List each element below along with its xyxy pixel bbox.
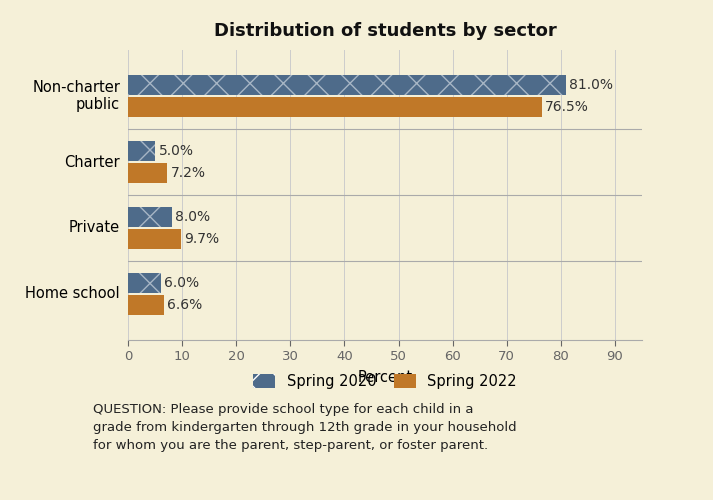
- Bar: [128, 273, 160, 292]
- Bar: [128, 98, 542, 117]
- Bar: [128, 75, 566, 95]
- Bar: [128, 273, 160, 292]
- Bar: [128, 141, 155, 161]
- X-axis label: Percent: Percent: [357, 370, 413, 386]
- Bar: [128, 207, 172, 227]
- Legend: Spring 2020, Spring 2022: Spring 2020, Spring 2022: [249, 370, 521, 394]
- Text: 76.5%: 76.5%: [545, 100, 589, 114]
- Text: 5.0%: 5.0%: [158, 144, 194, 158]
- Bar: [128, 230, 181, 249]
- Bar: [128, 141, 155, 161]
- Bar: [128, 295, 164, 315]
- Text: 81.0%: 81.0%: [569, 78, 613, 92]
- Text: QUESTION: Please provide school type for each child in a
grade from kindergarten: QUESTION: Please provide school type for…: [93, 402, 516, 452]
- Bar: [128, 75, 566, 95]
- Text: 6.0%: 6.0%: [164, 276, 199, 289]
- Title: Distribution of students by sector: Distribution of students by sector: [214, 22, 556, 40]
- Bar: [128, 207, 172, 227]
- Bar: [128, 164, 168, 183]
- Text: 9.7%: 9.7%: [184, 232, 219, 246]
- Text: 7.2%: 7.2%: [170, 166, 205, 180]
- Text: 6.6%: 6.6%: [168, 298, 202, 312]
- Text: 8.0%: 8.0%: [175, 210, 210, 224]
